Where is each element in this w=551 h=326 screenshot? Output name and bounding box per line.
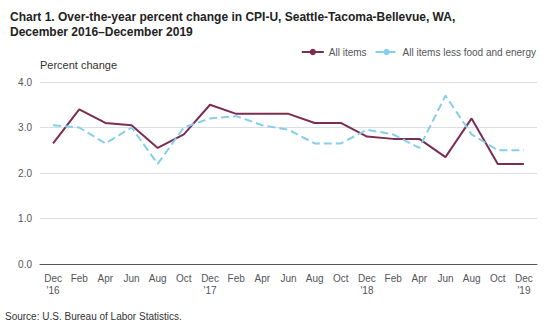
svg-text:Feb: Feb	[228, 273, 246, 284]
svg-text:2.0: 2.0	[18, 168, 32, 179]
svg-text:Dec: Dec	[358, 273, 376, 284]
svg-text:'18: '18	[360, 285, 373, 296]
svg-text:Oct: Oct	[176, 273, 192, 284]
svg-text:Aug: Aug	[306, 273, 324, 284]
svg-text:Apr: Apr	[412, 273, 428, 284]
svg-text:Dec: Dec	[44, 273, 62, 284]
svg-text:December 2016–December 2019: December 2016–December 2019	[10, 25, 193, 39]
svg-text:Source: U.S. Bureau of Labor S: Source: U.S. Bureau of Labor Statistics.	[5, 311, 182, 322]
svg-text:Aug: Aug	[149, 273, 167, 284]
svg-text:0.0: 0.0	[18, 259, 32, 270]
svg-text:Aug: Aug	[463, 273, 481, 284]
svg-text:Oct: Oct	[490, 273, 506, 284]
svg-text:Percent change: Percent change	[40, 59, 117, 71]
svg-text:3.0: 3.0	[18, 122, 32, 133]
svg-text:Dec: Dec	[515, 273, 533, 284]
svg-text:'19: '19	[517, 285, 530, 296]
svg-text:'17: '17	[204, 285, 217, 296]
svg-text:Dec: Dec	[201, 273, 219, 284]
svg-text:1.0: 1.0	[18, 213, 32, 224]
svg-text:4.0: 4.0	[18, 77, 32, 88]
svg-text:Jun: Jun	[123, 273, 139, 284]
svg-text:All items less food and energy: All items less food and energy	[403, 47, 536, 58]
svg-text:'16: '16	[47, 285, 60, 296]
svg-text:Apr: Apr	[255, 273, 271, 284]
svg-text:Feb: Feb	[385, 273, 403, 284]
svg-text:Jun: Jun	[437, 273, 453, 284]
svg-text:Chart 1. Over-the-year percent: Chart 1. Over-the-year percent change in…	[10, 10, 455, 24]
svg-text:Feb: Feb	[71, 273, 89, 284]
svg-text:All items: All items	[329, 47, 367, 58]
svg-text:Oct: Oct	[333, 273, 349, 284]
svg-text:Jun: Jun	[280, 273, 296, 284]
svg-text:Apr: Apr	[98, 273, 114, 284]
